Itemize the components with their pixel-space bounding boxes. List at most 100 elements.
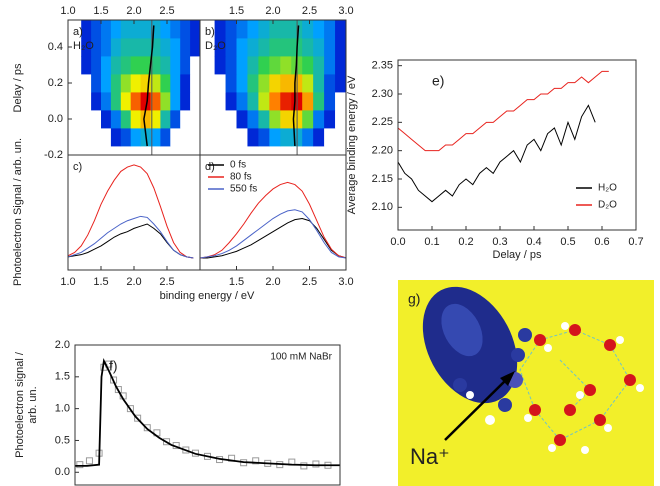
heatmap-cell [258,92,270,111]
y-axis-label: Photoelectron signal / [14,351,26,458]
panel-label: b) [205,26,215,38]
heatmap-cell [91,38,102,57]
heatmap-cell [130,92,141,111]
y-tick-label: 2.15 [372,173,393,185]
arrow-head [500,371,515,386]
heatmap-cell [140,56,151,75]
heatmap-cell [160,110,171,129]
x-tick-label: 0.6 [594,236,609,248]
plot-frame [397,59,637,231]
heatmap-cell [225,128,237,147]
series-line [75,357,340,467]
heatmap-cell [247,128,259,147]
heatmap-cell [269,20,281,39]
y-tick-label: 2.35 [372,60,393,72]
heatmap-cell [236,128,248,147]
heatmap-cell [170,128,181,147]
heatmap-cell [214,110,226,129]
heatmap-cell [313,74,325,93]
heatmap-cell [214,38,226,57]
heatmap-cell [313,38,325,57]
plot-frame [74,344,341,486]
plot-area [214,20,346,155]
heatmap-cell [236,38,248,57]
heatmap-cell [81,92,92,111]
annotation: 100 mM NaBr [270,352,332,363]
series-line [200,181,346,259]
heatmap-cell [247,20,259,39]
panel-label: f) [109,358,118,374]
panel-label: g) [408,291,420,307]
heatmap-cell [81,56,92,75]
plot-area [68,164,194,259]
heatmap-cell [81,110,92,129]
panel: 0.0 0.5 1.0 1.5 2.0 f) 100 mM NaBr Photoelectro… [14,339,341,486]
panel-label: e) [432,73,444,89]
y-tick-label: 2.30 [372,88,393,100]
heatmap-cell [190,110,200,129]
heatmap-cell [81,20,92,39]
heatmap-cell [324,92,336,111]
panel-title: D₂O [205,40,226,52]
heatmap-cell [120,110,132,129]
y-tick-label: 0.4 [48,41,63,53]
heatmap-cell [101,128,112,147]
heatmap-cell [180,20,191,39]
heatmap-cell [324,38,336,57]
heatmap-cell [110,110,122,129]
legend-label: D₂O [598,200,617,211]
x-tick-label: 1.5 [93,5,108,17]
heatmap-cell [225,74,237,93]
data-point [76,461,84,469]
heatmap-cell [91,92,102,111]
x-tick-label: 0.3 [492,236,507,248]
heatmap-cell [258,20,270,39]
data-point [252,457,260,465]
panel-label: d) [205,161,215,173]
heatmap-cell [81,38,92,57]
heatmap-cell [150,56,161,75]
x-tick-label: 0.5 [560,236,575,248]
x-tick-label: 0.0 [390,236,405,248]
heatmap-cell [190,38,200,57]
y-tick-label: 2.20 [372,145,393,157]
heatmap-cell [302,110,314,129]
heatmap-cell [110,38,122,57]
heatmap-cell [190,20,200,39]
heatmap-cell [120,128,132,147]
heatmap-cell [324,56,336,75]
y-axis-label: Photoelectron Signal / arb. un. [12,138,24,286]
x-tick-label: 3.0 [338,276,353,288]
heatmap-cell [91,20,102,39]
heatmap-cell [180,38,191,57]
heatmap-cell [190,92,200,111]
heatmap-cell [324,110,336,129]
heatmap-cell [110,56,122,75]
data-point [126,405,134,413]
heatmap-cell [302,56,314,75]
x-tick-label: 0.4 [526,236,541,248]
series-line [200,209,346,259]
plot-area [200,181,346,259]
y-tick-label: 0.5 [55,434,70,446]
ion-label: Na⁺ [410,444,450,469]
plot-area [398,70,609,203]
heatmap-cell [302,128,314,147]
heatmap-cell [130,20,141,39]
panel-label: c) [73,161,82,173]
heatmap-cell [140,74,151,93]
x-tick-label: 0.2 [458,236,473,248]
heatmap-cell [120,92,132,111]
x-tick-label: 2.5 [159,5,174,17]
heatmap-cell [313,56,325,75]
x-axis-label: binding energy / eV [160,290,255,302]
heatmap-cell [335,56,346,75]
heatmap-cell [160,56,171,75]
heatmap-cell [225,92,237,111]
heatmap-cell [236,20,248,39]
heatmap-cell [130,56,141,75]
heatmap-cell [110,20,122,39]
x-tick-label: 2.5 [302,5,317,17]
